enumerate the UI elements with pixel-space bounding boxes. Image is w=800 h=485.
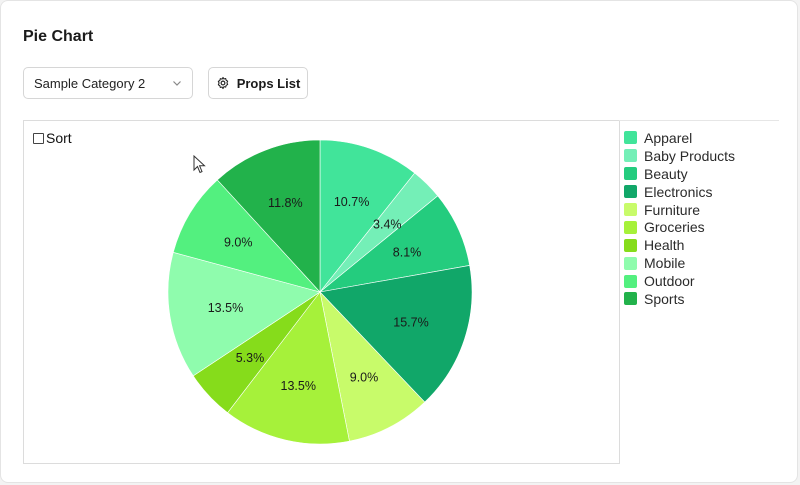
legend-label: Beauty	[644, 165, 688, 182]
pie-slice-sports[interactable]	[216, 139, 321, 293]
legend-swatch	[624, 185, 637, 199]
legend-item-sports[interactable]: Sports	[624, 290, 735, 308]
legend-label: Sports	[644, 290, 685, 307]
legend-swatch	[624, 274, 637, 288]
slice-label-health: 5.3%	[236, 351, 265, 365]
sort-checkbox[interactable]	[33, 132, 44, 144]
slice-label-outdoor: 9.0%	[224, 236, 253, 250]
page-title: Pie Chart	[23, 28, 94, 45]
legend-label: Apparel	[644, 129, 693, 146]
pie-slice-groceries[interactable]	[227, 291, 350, 445]
legend-label: Mobile	[644, 255, 686, 272]
legend-item-baby-products[interactable]: Baby Products	[624, 147, 735, 165]
category-select-value: Sample Category 2	[34, 75, 146, 91]
legend-swatch	[624, 203, 637, 216]
chart-legend: Apparel Baby Products Beauty Electronics Fur…	[624, 129, 735, 308]
legend-swatch	[624, 256, 637, 270]
slice-label-baby-products: 3.4%	[373, 217, 402, 231]
legend-swatch	[624, 167, 637, 181]
legend-swatch	[624, 220, 637, 234]
slice-label-sports: 11.8%	[268, 196, 303, 210]
slice-label-furniture: 9.0%	[350, 371, 379, 385]
pie-slice-electronics[interactable]	[319, 265, 473, 403]
slice-label-apparel: 10.7%	[334, 195, 369, 209]
sort-control[interactable]: Sort	[33, 130, 72, 146]
pie-slice-apparel[interactable]	[319, 139, 416, 293]
legend-label: Furniture	[644, 201, 701, 218]
legend-swatch	[624, 292, 637, 306]
pie-slice-mobile[interactable]	[167, 251, 321, 377]
slice-label-electronics: 15.7%	[393, 315, 428, 329]
category-select[interactable]: Sample Category 2	[23, 67, 193, 99]
props-list-label: Props List	[236, 75, 301, 91]
pie-slice-outdoor[interactable]	[172, 179, 321, 293]
legend-item-apparel[interactable]: Apparel	[624, 129, 735, 147]
legend-area	[619, 120, 779, 464]
slice-label-groceries: 13.5%	[281, 379, 316, 393]
legend-label: Baby Products	[644, 147, 736, 164]
legend-label: Outdoor	[644, 273, 695, 290]
legend-item-furniture[interactable]: Furniture	[624, 201, 735, 219]
legend-item-electronics[interactable]: Electronics	[624, 183, 735, 201]
legend-swatch	[624, 238, 637, 252]
legend-label: Health	[644, 237, 685, 254]
legend-item-mobile[interactable]: Mobile	[624, 254, 735, 272]
sort-label: Sort	[46, 130, 72, 146]
legend-item-groceries[interactable]: Groceries	[624, 218, 735, 236]
legend-swatch	[624, 131, 637, 145]
legend-label: Electronics	[644, 183, 713, 200]
slice-label-mobile: 13.5%	[208, 301, 243, 315]
legend-item-outdoor[interactable]: Outdoor	[624, 272, 735, 290]
mouse-cursor-icon	[193, 155, 206, 174]
gear-icon	[217, 76, 228, 90]
legend-swatch	[624, 149, 637, 163]
props-list-button[interactable]: Props List	[208, 67, 308, 99]
legend-item-beauty[interactable]: Beauty	[624, 165, 735, 183]
pie-slice-furniture[interactable]	[319, 291, 426, 442]
slice-label-beauty: 8.1%	[393, 246, 422, 260]
legend-item-health[interactable]: Health	[624, 236, 735, 254]
chevron-down-icon	[173, 81, 181, 86]
legend-label: Groceries	[644, 219, 705, 236]
